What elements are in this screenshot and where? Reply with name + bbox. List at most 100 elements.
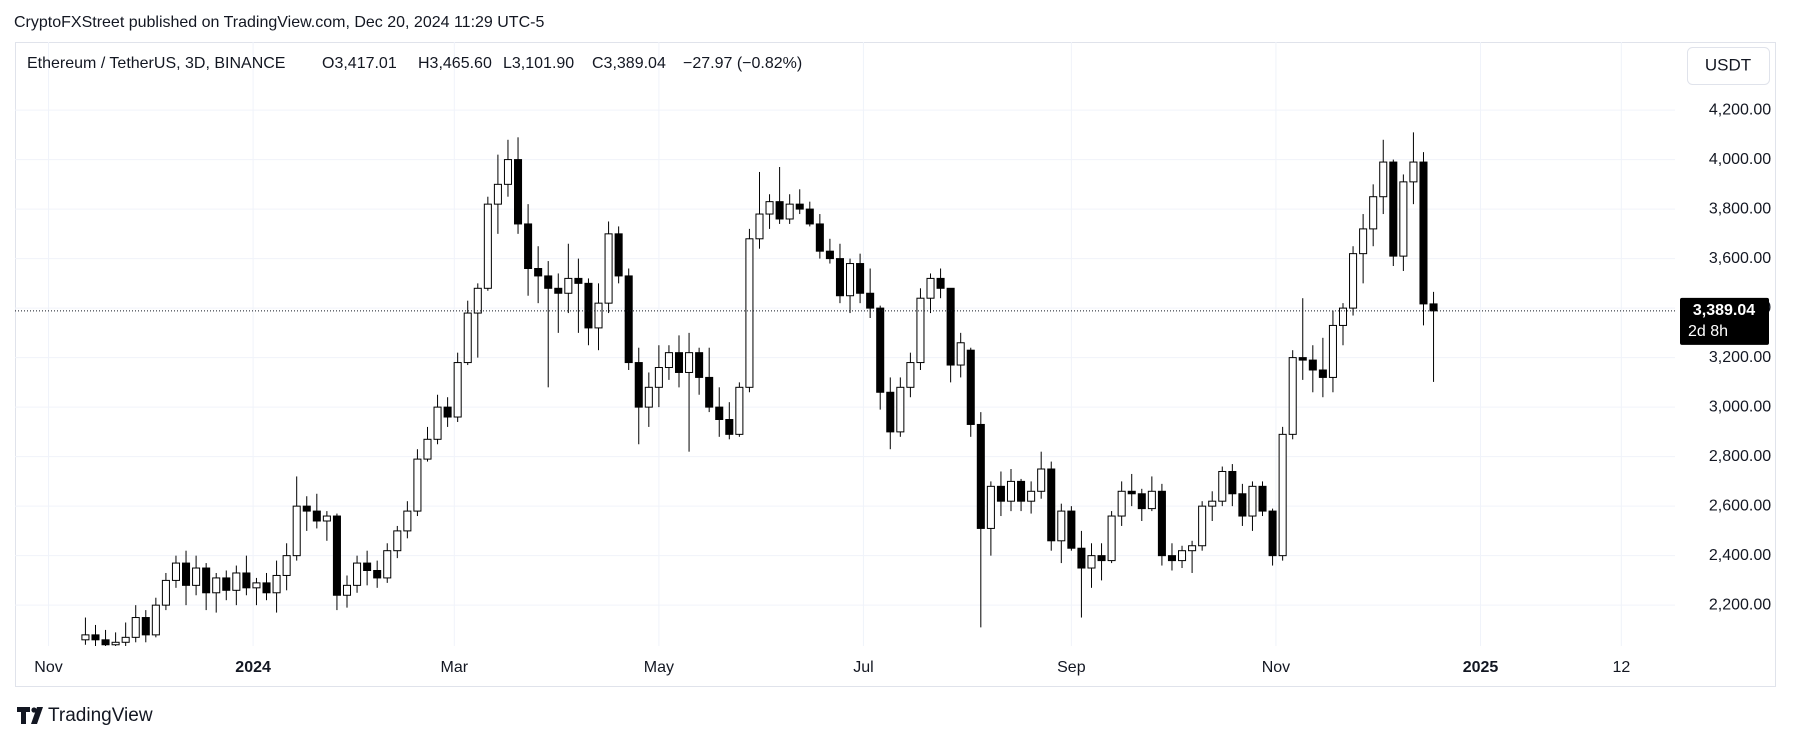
candle-body (815, 223, 824, 252)
candle-body (1147, 490, 1156, 510)
candle-body (946, 287, 955, 366)
candle-body (1157, 490, 1166, 557)
candle-body (594, 302, 603, 329)
candle-body (403, 510, 412, 532)
candle-body (1359, 228, 1368, 255)
candle-body (976, 423, 985, 529)
candle-body (966, 349, 975, 425)
candle-body (1258, 485, 1267, 512)
y-tick-label: 3,200.00 (1709, 349, 1771, 366)
candle-body (1127, 490, 1136, 495)
y-tick-label: 2,800.00 (1709, 448, 1771, 465)
candle-body (846, 263, 855, 297)
candle-body (182, 562, 191, 586)
candle-body (1006, 480, 1016, 502)
candle-body (302, 505, 311, 512)
candle-body (1278, 433, 1287, 557)
candle-body (1208, 500, 1217, 507)
last-price-tag (1680, 297, 1769, 345)
candle-body (896, 386, 905, 433)
candle-body (1087, 555, 1096, 569)
candle-body (866, 292, 875, 309)
candle-body (876, 307, 885, 393)
candle-body (544, 275, 553, 289)
candle-body (322, 515, 331, 522)
candle-body (1057, 510, 1066, 542)
y-tick-label: 4,200.00 (1709, 101, 1771, 118)
candle-body (342, 584, 352, 596)
candle-body (996, 485, 1005, 502)
candle-body (524, 223, 533, 270)
candle-body (634, 362, 643, 408)
candle-body (1248, 485, 1257, 517)
candle-body (534, 268, 543, 277)
candle-body (755, 213, 764, 240)
candle-body (956, 342, 965, 366)
candle-body (805, 208, 814, 225)
candle-body (1419, 161, 1428, 305)
candle-body (212, 577, 221, 594)
candle-body (1308, 359, 1317, 371)
candle-body (664, 352, 673, 369)
candle-body (373, 570, 382, 579)
candle-body (121, 636, 130, 643)
legend-change: −27.97 (−0.82%) (683, 55, 802, 72)
candle-body (242, 572, 251, 589)
candle-body (825, 250, 834, 260)
candle-body (262, 582, 271, 594)
brand-logo (17, 707, 43, 724)
candle-body (654, 367, 663, 388)
candle-body (1409, 161, 1418, 183)
y-tick-label: 2,400.00 (1709, 547, 1771, 564)
candle-body (131, 617, 140, 638)
candle-body (353, 562, 362, 586)
legend-close: C3,389.04 (592, 55, 666, 72)
candle-body (926, 277, 935, 299)
candle-body (986, 485, 995, 529)
grid (15, 42, 1675, 646)
candle-body (272, 574, 281, 594)
legend-low: L3,101.90 (503, 55, 574, 72)
y-tick-label: 3,600.00 (1709, 250, 1771, 267)
candle-body (282, 555, 291, 576)
candle-body (1379, 161, 1388, 198)
candle-body (151, 604, 160, 636)
candle-body (1188, 545, 1197, 552)
x-tick-label: Mar (441, 659, 469, 676)
candle-body (1328, 324, 1337, 378)
candle-body (1167, 555, 1176, 562)
candle-body (332, 515, 341, 596)
candle-body (1178, 550, 1187, 562)
candle-body (1077, 547, 1086, 569)
candle-body (765, 201, 774, 215)
bar-countdown: 2d 8h (1688, 323, 1728, 340)
brand-name: TradingView (48, 705, 153, 726)
candle-body (1399, 181, 1408, 257)
candle-body (1137, 493, 1146, 510)
candle-body (1268, 510, 1277, 557)
y-tick-label: 2,200.00 (1709, 596, 1771, 613)
candle-body (503, 159, 512, 185)
candle-body (644, 386, 653, 408)
candle-body (312, 510, 321, 522)
candle-body (202, 567, 211, 594)
candle-body (1298, 357, 1307, 361)
candle-body (493, 183, 502, 205)
chart-frame (15, 42, 1776, 687)
currency-button[interactable] (1687, 47, 1770, 85)
currency-label[interactable]: USDT (1705, 55, 1751, 74)
candle-body (1047, 468, 1056, 542)
candle-body (1429, 303, 1438, 312)
candle-body (705, 376, 714, 408)
y-tick-label: 4,000.00 (1709, 151, 1771, 168)
candle-body (192, 567, 201, 586)
candle-body (443, 406, 452, 418)
candle-body (1218, 470, 1227, 502)
symbol: Ethereum / TetherUS, 3D, BINANCE (27, 55, 285, 72)
x-tick-label: 12 (1612, 659, 1630, 676)
candle-body (574, 277, 583, 284)
candle-body (835, 258, 844, 297)
candle-body (111, 641, 120, 646)
